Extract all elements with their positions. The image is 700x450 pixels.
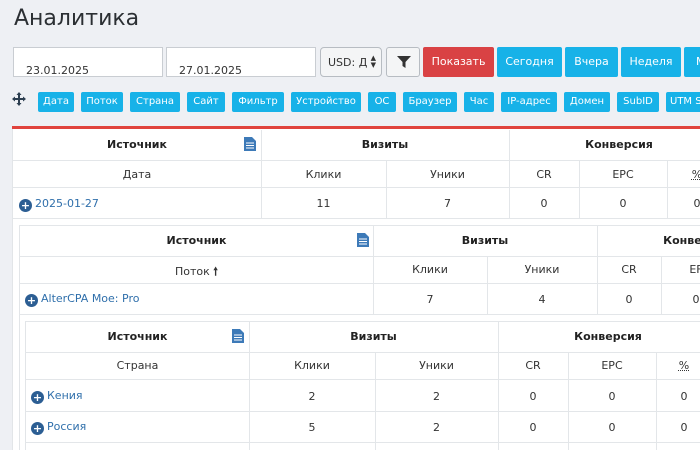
pct-col-header[interactable]: %	[678, 359, 690, 372]
source-header: Источник	[107, 330, 168, 343]
group-tag-domain[interactable]: Домен	[564, 92, 610, 112]
cr-col-header[interactable]: CR	[525, 359, 541, 372]
expand-plus-icon[interactable]: +	[31, 391, 44, 404]
export-doc-icon[interactable]	[357, 233, 369, 247]
epc-col-header[interactable]: EPC	[601, 359, 623, 372]
epc-value: 0	[608, 421, 616, 434]
date-to-input[interactable]: 27.01.2025	[166, 47, 316, 77]
epc-value: 0	[692, 293, 700, 306]
export-doc-icon[interactable]	[232, 329, 244, 343]
group-tag-ip[interactable]: IP-адрес	[501, 92, 557, 112]
week-button[interactable]: Неделя	[621, 47, 681, 77]
group-tag-hour[interactable]: Час	[464, 92, 494, 112]
currency-select[interactable]: USD: Д ▲ ▼	[320, 47, 382, 77]
clicks-value: 11	[316, 197, 331, 210]
visits-header: Визиты	[461, 234, 509, 247]
stats-table-country	[25, 321, 700, 450]
row-label[interactable]: Россия	[47, 420, 87, 433]
clicks-value: 7	[426, 293, 434, 306]
visits-header: Визиты	[350, 330, 397, 343]
expand-plus-icon[interactable]: +	[19, 199, 32, 212]
uniques-col-header[interactable]: Уники	[524, 263, 560, 276]
group-col-header[interactable]: Страна	[116, 359, 159, 372]
group-tag-utm[interactable]: UTM S	[666, 92, 700, 112]
epc-col-header[interactable]: EF	[689, 263, 700, 276]
group-tag-country[interactable]: Страна	[130, 92, 180, 112]
clicks-col-header[interactable]: Клики	[305, 168, 342, 181]
cr-col-header[interactable]: CR	[536, 168, 552, 181]
conversion-header: Конверсия	[585, 138, 653, 151]
group-tag-filter[interactable]: Фильтр	[232, 92, 284, 112]
uniques-value: 4	[538, 293, 546, 306]
row-label[interactable]: 2025-01-27	[35, 197, 99, 210]
clicks-value: 5	[308, 421, 316, 434]
pct-value: 0	[680, 390, 688, 403]
table-row[interactable]: + Кения	[31, 389, 246, 404]
cr-value: 0	[529, 421, 537, 434]
group-tag-date[interactable]: Дата	[38, 92, 74, 112]
group-col-header[interactable]: Дата	[122, 168, 152, 181]
group-tag-device[interactable]: Устройство	[291, 92, 361, 112]
table-top-border	[12, 126, 700, 129]
group-tag-os[interactable]: ОС	[368, 92, 396, 112]
sort-up-arrow-icon: 🠕	[213, 265, 219, 278]
uniques-value: 7	[444, 197, 451, 210]
row-label[interactable]: Кения	[47, 389, 83, 402]
date-from-input[interactable]: 23.01.2025	[13, 47, 163, 77]
table-row[interactable]: + AlterCPA Мое: Pro	[25, 292, 365, 307]
conversion-header: Конверсия	[574, 330, 642, 343]
filter-button[interactable]	[386, 47, 420, 77]
move-icon[interactable]	[12, 92, 26, 106]
pct-value: 0	[680, 421, 688, 434]
group-col-label: Поток	[174, 265, 210, 278]
cr-value: 0	[625, 293, 633, 306]
clicks-value: 2	[308, 390, 316, 403]
source-header: Источник	[166, 234, 227, 247]
table-row[interactable]: +2025-01-27	[19, 197, 259, 212]
select-arrows-icon: ▲ ▼	[370, 54, 376, 69]
show-button[interactable]: Показать	[423, 47, 494, 77]
group-tag-browser[interactable]: Браузер	[403, 92, 457, 112]
visits-header: Визиты	[361, 138, 409, 151]
funnel-icon	[397, 56, 411, 68]
pct-value: 0	[693, 197, 700, 210]
row-label[interactable]: AlterCPA Мое: Pro	[41, 292, 140, 305]
cr-value: 0	[529, 390, 537, 403]
conversion-header: Конверсия	[663, 234, 700, 247]
epc-col-header[interactable]: EPC	[612, 168, 634, 181]
page-title: Аналитика	[14, 6, 140, 31]
group-tag-subid[interactable]: SubID	[617, 92, 659, 112]
cr-col-header[interactable]: CR	[621, 263, 637, 276]
group-tag-stream[interactable]: Поток	[81, 92, 123, 112]
export-doc-icon[interactable]	[244, 137, 256, 151]
month-button[interactable]: М	[684, 47, 700, 77]
uniques-col-header[interactable]: Уники	[419, 359, 454, 372]
clicks-col-header[interactable]: Клики	[294, 359, 330, 372]
table-row[interactable]: + Россия	[31, 420, 246, 435]
currency-value: USD: Д	[328, 56, 368, 69]
uniques-value: 2	[433, 421, 440, 434]
group-col-header[interactable]: Поток 🠕	[20, 263, 373, 282]
cr-value: 0	[540, 197, 548, 210]
uniques-value: 2	[433, 390, 440, 403]
group-tag-site[interactable]: Сайт	[187, 92, 225, 112]
uniques-col-header[interactable]: Уники	[430, 168, 465, 181]
epc-value: 0	[608, 390, 616, 403]
clicks-col-header[interactable]: Клики	[412, 263, 448, 276]
pct-col-header[interactable]: %	[667, 168, 700, 181]
source-header: Источник	[107, 138, 167, 151]
epc-value: 0	[619, 197, 627, 210]
yesterday-button[interactable]: Вчера	[565, 47, 618, 77]
today-button[interactable]: Сегодня	[497, 47, 562, 77]
expand-plus-icon[interactable]: +	[25, 294, 38, 307]
expand-plus-icon[interactable]: +	[31, 422, 44, 435]
